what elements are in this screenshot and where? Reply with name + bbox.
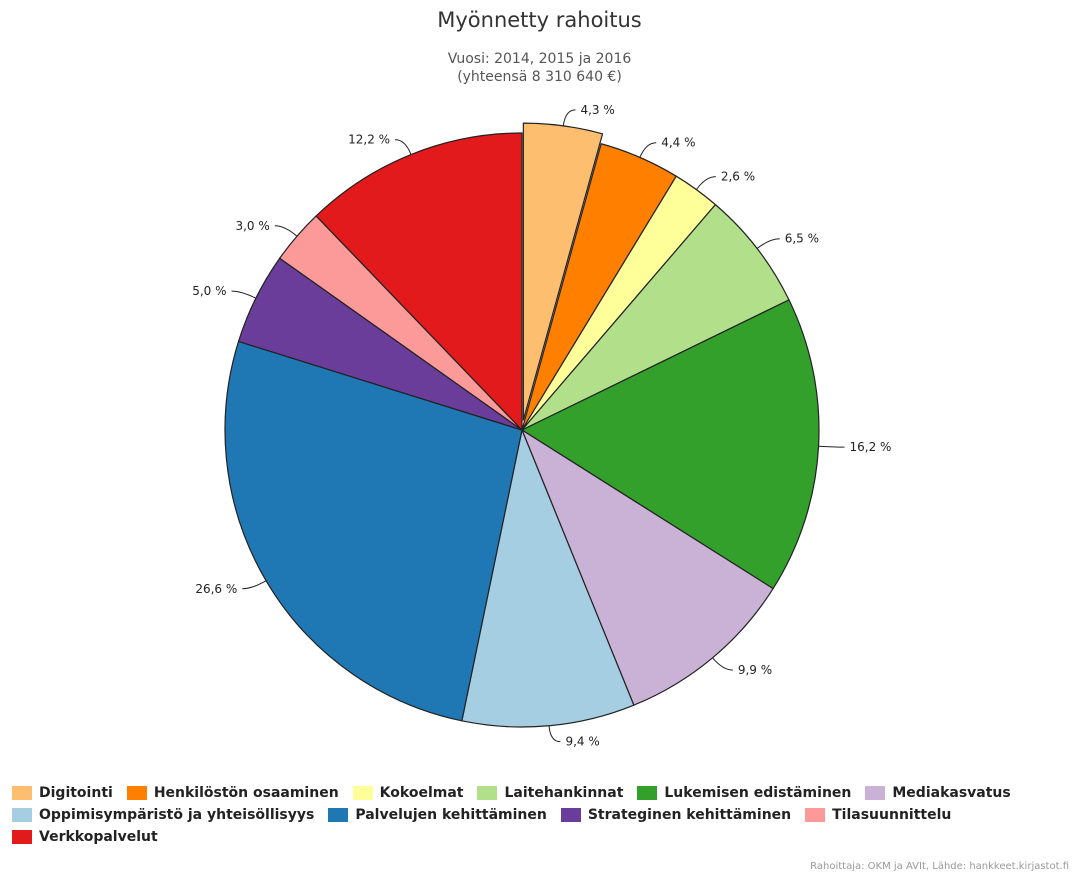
legend-swatch [12, 808, 32, 822]
data-label-connector [231, 290, 257, 299]
legend-label: Digitointi [39, 785, 113, 801]
legend-swatch [12, 830, 32, 844]
chart-credits[interactable]: Rahoittaja: OKM ja AVIt, Lähde: hankkeet… [810, 861, 1069, 872]
legend-label: Verkkopalvelut [39, 829, 158, 845]
pie-slice-laitehankinnat[interactable] [521, 204, 790, 431]
pie-slice-oppimisymparisto-ja-yhteisollisyys[interactable] [461, 429, 635, 728]
pie-slice-palvelujen-kehittaminen[interactable] [224, 340, 523, 722]
data-label-connector [548, 725, 561, 743]
data-label-connector [639, 142, 657, 158]
pie-slice-verkkopalvelut[interactable] [315, 132, 523, 431]
legend-swatch [805, 808, 826, 822]
data-label-connector [712, 657, 733, 671]
pie-slice-digitointi[interactable] [522, 122, 604, 421]
legend-label: Laitehankinnat [504, 785, 624, 801]
legend-swatch [865, 786, 886, 800]
data-label-digitointi: 4,3 % [580, 103, 614, 117]
legend-swatch [12, 786, 32, 800]
data-label-tilasuunnittelu: 3,0 % [235, 219, 269, 233]
data-label-laitehankinnat: 6,5 % [785, 232, 819, 246]
legend-label: Strateginen kehittäminen [587, 807, 792, 823]
legend-item-palvelujen-kehittaminen[interactable]: Palvelujen kehittäminen [328, 806, 547, 824]
legend-label: Palvelujen kehittäminen [355, 807, 547, 823]
legend-label: Oppimisympäristö ja yhteisöllisyys [39, 807, 315, 823]
pie-slice-lukemisen-edistaminen[interactable] [521, 299, 820, 590]
legend-item-digitointi[interactable]: Digitointi [12, 784, 113, 802]
data-label-connector [756, 238, 780, 249]
legend-item-henkiloston-osaaminen[interactable]: Henkilöstön osaaminen [126, 784, 339, 802]
legend-swatch [477, 786, 498, 800]
legend-swatch [637, 786, 658, 800]
pie-slice-mediakasvatus[interactable] [521, 429, 774, 706]
chart-legend: Digitointi Henkilöstön osaaminen Kokoelmat… [12, 784, 1072, 846]
legend-label: Mediakasvatus [892, 785, 1011, 801]
subtitle-line-2: (yhteensä 8 310 640 €) [457, 69, 622, 85]
data-label-henkiloston-osaaminen: 4,4 % [661, 136, 695, 150]
legend-swatch [560, 808, 581, 822]
legend-item-verkkopalvelut[interactable]: Verkkopalvelut [12, 828, 158, 846]
legend-swatch [126, 786, 147, 800]
data-label-connector [818, 445, 845, 448]
data-label-connector [395, 139, 412, 155]
legend-swatch [328, 808, 349, 822]
chart-subtitle: Vuosi: 2014, 2015 ja 2016 (yhteensä 8 31… [0, 50, 1079, 86]
pie-chart: 4,3 % 4,4 % 2,6 % 6,5 % 16,2 % 9,9 % 9,4 % 26,6… [192, 103, 892, 749]
legend-item-kokoelmat[interactable]: Kokoelmat [352, 784, 464, 802]
legend-label: Lukemisen edistäminen [664, 785, 852, 801]
legend-swatch [352, 786, 373, 800]
data-label-verkkopalvelut: 12,2 % [348, 133, 390, 147]
data-label-connector [562, 109, 576, 126]
legend-item-oppimisymparisto-ja-yhteisollisyys[interactable]: Oppimisympäristö ja yhteisöllisyys [12, 806, 314, 824]
data-label-connector [242, 580, 267, 590]
data-label-palvelujen-kehittaminen: 26,6 % [195, 582, 237, 596]
data-label-connector [696, 176, 716, 190]
data-label-connector [274, 225, 298, 237]
legend-label: Kokoelmat [379, 785, 464, 801]
data-label-kokoelmat: 2,6 % [721, 170, 755, 184]
legend-label: Tilasuunnittelu [832, 807, 952, 823]
subtitle-line-1: Vuosi: 2014, 2015 ja 2016 [447, 51, 632, 67]
legend-item-tilasuunnittelu[interactable]: Tilasuunnittelu [805, 806, 951, 824]
legend-item-laitehankinnat[interactable]: Laitehankinnat [477, 784, 623, 802]
legend-label: Henkilöstön osaaminen [153, 785, 339, 801]
data-label-strateginen-kehittaminen: 5,0 % [192, 284, 226, 298]
chart-title: Myönnetty rahoitus [437, 8, 642, 32]
legend-item-mediakasvatus[interactable]: Mediakasvatus [865, 784, 1011, 802]
data-label-mediakasvatus: 9,9 % [738, 663, 772, 677]
data-label-oppimisymparisto-ja-yhteisollisyys: 9,4 % [565, 735, 599, 749]
legend-item-strateginen-kehittaminen[interactable]: Strateginen kehittäminen [560, 806, 792, 824]
legend-item-lukemisen-edistaminen[interactable]: Lukemisen edistäminen [637, 784, 851, 802]
data-label-lukemisen-edistaminen: 16,2 % [850, 440, 892, 454]
